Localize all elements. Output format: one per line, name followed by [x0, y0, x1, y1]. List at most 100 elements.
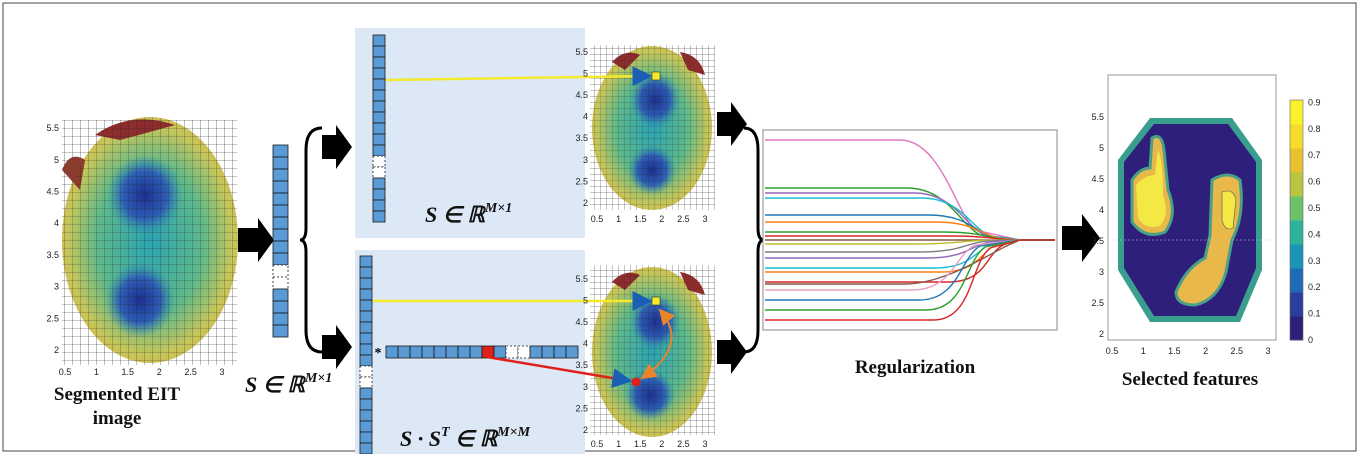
x-tick-label: 2 [157, 367, 162, 377]
cell [359, 321, 373, 334]
path-curve [765, 139, 1055, 241]
cell [359, 398, 373, 411]
cell [385, 345, 399, 359]
path-curve [765, 239, 1055, 321]
path-curve [765, 239, 1055, 285]
cell [469, 345, 483, 359]
selected-features-map [1107, 74, 1277, 341]
cell [272, 288, 289, 302]
cell [359, 255, 373, 268]
regularization-plot [762, 129, 1058, 331]
cell [272, 228, 289, 242]
cell [359, 376, 373, 389]
colorbar-band [1290, 220, 1303, 245]
cell [517, 345, 531, 359]
cell [493, 345, 507, 359]
cell [359, 343, 373, 356]
y-tick-label: 5.5 [575, 274, 588, 284]
colorbar-tick-label: 0.7 [1308, 150, 1321, 160]
cell [359, 387, 373, 400]
cell [272, 312, 289, 326]
cell [421, 345, 435, 359]
y-tick-label: 3 [1099, 267, 1104, 277]
cell [541, 345, 555, 359]
x-tick-label: 0.5 [1106, 346, 1119, 356]
y-tick-label: 2.5 [46, 313, 59, 323]
cell [372, 144, 386, 157]
x-tick-label: 3 [1265, 346, 1270, 356]
cell [409, 345, 423, 359]
colorbar-band [1290, 196, 1303, 221]
cell [372, 89, 386, 102]
cell [372, 133, 386, 146]
cell [553, 345, 567, 359]
cell [359, 310, 373, 323]
cell [372, 56, 386, 69]
colorbar-band [1290, 316, 1303, 341]
colorbar-tick-label: 0.6 [1308, 177, 1321, 187]
x-tick-label: 3 [702, 214, 707, 224]
x-tick-label: 1 [616, 439, 621, 449]
cell [359, 442, 373, 454]
x-tick-label: 2.5 [1231, 346, 1244, 356]
x-tick-label: 2.5 [184, 367, 197, 377]
cell [565, 345, 579, 359]
input-caption: Segmented EIT [54, 384, 180, 405]
y-tick-label: 2 [583, 425, 588, 435]
vector-label: S ∈ ℝM×1 [245, 371, 332, 397]
x-tick-label: 0.5 [591, 214, 604, 224]
x-tick-label: 3 [219, 367, 224, 377]
cell [359, 332, 373, 345]
cell [359, 266, 373, 279]
cell [372, 188, 386, 201]
colorbar-band [1290, 292, 1303, 317]
cell [433, 345, 447, 359]
cell [272, 180, 289, 194]
cell [359, 409, 373, 422]
cell [372, 78, 386, 91]
y-tick-label: 5.5 [575, 47, 588, 57]
y-tick-label: 5 [1099, 143, 1104, 153]
y-tick-label: 5.5 [46, 123, 59, 133]
cell [372, 166, 386, 179]
x-tick-label: 2 [1203, 346, 1208, 356]
y-tick-label: 3.5 [575, 133, 588, 143]
regularization-paths [765, 139, 1055, 321]
y-tick-label: 2 [1099, 329, 1104, 339]
colorbar-tick-label: 0 [1308, 335, 1313, 345]
cell [372, 100, 386, 113]
x-tick-label: 1.5 [634, 214, 647, 224]
tick-labels: 0.5 1 1.5 2 2.5 3 2 2.5 3 3.5 4 4.5 5 5.5 0.5 1 1.5 2 2.5 3… [46, 47, 1270, 449]
cell [372, 67, 386, 80]
colorbar-band [1290, 172, 1303, 197]
cell [505, 345, 519, 359]
path-curve [765, 239, 1055, 253]
cell [359, 431, 373, 444]
cell [272, 216, 289, 230]
colorbar-tick-label: 0.3 [1308, 256, 1321, 266]
y-tick-label: 3 [54, 282, 59, 292]
cell [272, 204, 289, 218]
vector-s [359, 255, 373, 454]
cell [397, 345, 411, 359]
colorbar-tick-label: 0.2 [1308, 282, 1321, 292]
brace [743, 126, 765, 354]
x-tick-label: 2 [659, 214, 664, 224]
y-tick-label: 2.5 [575, 403, 588, 413]
cell [445, 345, 459, 359]
flow-arrows [238, 102, 1100, 374]
path-curve [765, 239, 1055, 301]
y-tick-label: 2 [54, 345, 59, 355]
path-curve [765, 239, 1055, 291]
y-tick-label: 2.5 [1091, 298, 1104, 308]
vector-s-transpose [385, 345, 579, 359]
regularization-caption: Regularization [855, 357, 976, 378]
y-tick-label: 5 [583, 68, 588, 78]
brace [299, 126, 323, 354]
bottom-eit-map [590, 265, 715, 437]
y-tick-label: 4 [583, 339, 588, 349]
cell [359, 365, 373, 378]
x-tick-label: 0.5 [591, 439, 604, 449]
links [373, 66, 676, 388]
